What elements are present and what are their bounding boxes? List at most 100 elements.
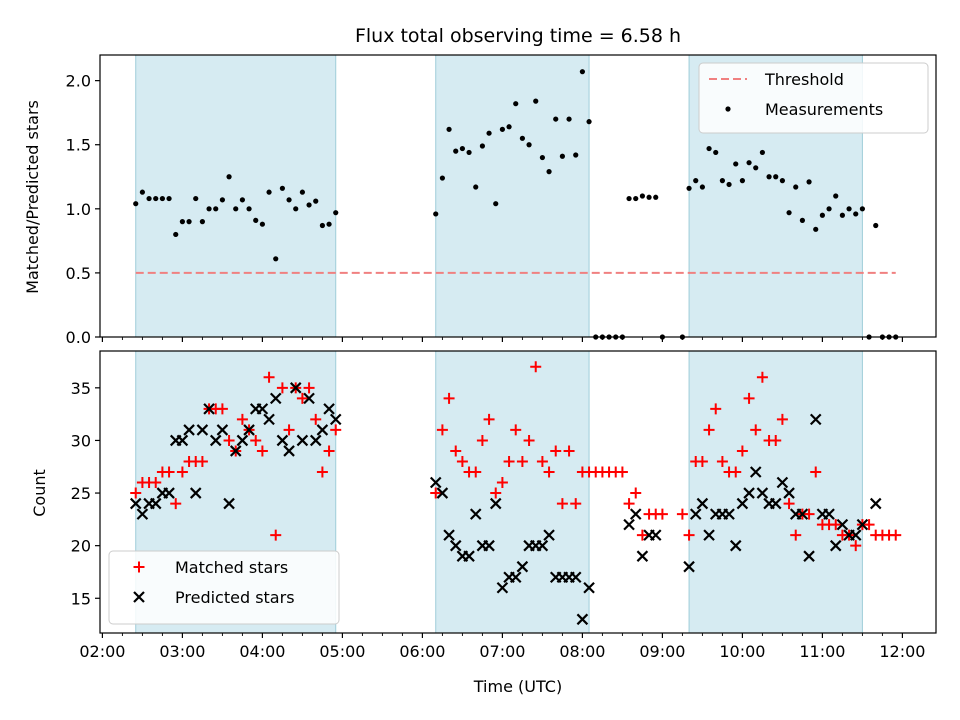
measurement-point	[773, 174, 779, 180]
matched-star-marker	[783, 498, 795, 510]
predicted-star-marker	[783, 487, 795, 499]
predicted-star-marker	[303, 392, 315, 405]
matched-star-marker	[716, 455, 728, 467]
measurement-point	[213, 206, 219, 212]
matched-star-marker	[790, 529, 802, 541]
measurement-point	[313, 198, 319, 204]
matched-star-marker	[276, 382, 288, 394]
predicted-star-marker	[203, 403, 215, 415]
predicted-star-marker	[743, 487, 755, 499]
predicted-star-marker	[856, 518, 869, 531]
measurement-point	[186, 219, 192, 225]
matched-star-marker	[310, 413, 322, 425]
observing-window	[435, 54, 590, 338]
ratio-panel: 0.0 0.5 1.0 1.5 2.0 Threshold Measurements	[66, 54, 937, 347]
predicted-star-marker	[289, 382, 302, 394]
measurement-point	[573, 152, 579, 158]
legend-label: Measurements	[765, 100, 883, 119]
legend: Matched stars Predicted stars	[108, 550, 340, 625]
legend-label: Matched stars	[175, 558, 288, 577]
predicted-star-marker	[636, 550, 649, 562]
predicted-star-marker	[723, 508, 735, 520]
predicted-star-marker	[703, 529, 715, 541]
matched-star-marker	[223, 434, 235, 446]
x-tick-label: 07:00	[479, 642, 525, 661]
measurement-point	[259, 221, 265, 227]
predicted-star-marker	[309, 434, 322, 447]
predicted-star-marker	[136, 508, 149, 520]
measurement-point	[499, 126, 505, 132]
matched-star-marker	[256, 445, 268, 457]
measurement-point	[439, 175, 445, 181]
matched-star-marker	[523, 434, 535, 446]
predicted-star-marker	[329, 413, 342, 426]
predicted-star-marker	[176, 434, 189, 447]
matched-star-marker	[236, 413, 248, 425]
measurement-point	[799, 217, 806, 223]
predicted-star-marker	[276, 434, 289, 447]
measurement-point	[219, 197, 225, 203]
measurement-point	[719, 178, 726, 184]
predicted-star-marker	[796, 508, 809, 520]
measurement-point	[159, 195, 165, 202]
predicted-star-marker	[443, 529, 455, 541]
measurement-point	[793, 184, 799, 190]
matched-star-marker	[250, 434, 262, 446]
measurement-point	[859, 206, 866, 212]
measurement-point	[133, 201, 139, 207]
plot-frame	[99, 54, 937, 338]
matched-star-marker	[756, 371, 768, 383]
measurement-point	[873, 222, 879, 229]
predicted-star-marker	[496, 581, 509, 594]
matched-star-marker	[810, 466, 822, 478]
measurement-point	[199, 219, 205, 225]
x-tick-label: 12:00	[879, 642, 925, 661]
predicted-star-marker	[216, 424, 229, 436]
matched-star-marker	[430, 487, 442, 499]
predicted-star-marker	[623, 518, 635, 531]
measurement-point	[546, 169, 552, 175]
measurement-point	[153, 195, 159, 202]
predicted-star-marker	[849, 529, 862, 541]
measurement-point	[206, 206, 212, 212]
x-tick-label: 08:00	[559, 642, 605, 661]
matched-star-marker	[770, 434, 782, 446]
measurement-point	[733, 161, 739, 167]
predicted-star-marker	[229, 445, 242, 457]
x-tick-label: 10:00	[719, 642, 765, 661]
matched-star-marker	[130, 487, 142, 499]
measurement-point	[433, 211, 439, 217]
matched-star-marker	[283, 424, 295, 436]
predicted-star-marker	[769, 497, 782, 510]
measurement-point	[833, 193, 839, 199]
predicted-star-marker	[283, 445, 295, 457]
legend-measurement-swatch	[725, 106, 731, 112]
matched-star-marker	[743, 392, 755, 404]
x-tick-label: 11:00	[799, 642, 845, 661]
predicted-star-marker	[569, 571, 582, 584]
y-tick-label: 0.5	[66, 264, 91, 283]
measurement-point	[459, 145, 465, 152]
legend-box	[108, 550, 340, 625]
predicted-star-marker	[756, 487, 769, 499]
matched-star-marker	[890, 529, 902, 541]
measurement-point	[306, 202, 312, 208]
predicted-star-marker	[256, 403, 269, 415]
measurement-point	[473, 184, 479, 190]
measurement-point	[246, 206, 252, 212]
matched-star-marker	[683, 529, 695, 541]
measurement-point	[579, 69, 586, 75]
predicted-star-marker	[509, 571, 522, 584]
matched-star-marker	[636, 529, 648, 541]
measurement-point	[806, 179, 812, 185]
predicted-star-marker	[543, 529, 555, 541]
measurement-point	[839, 212, 846, 218]
matched-star-marker	[150, 477, 162, 489]
matched-star-marker	[490, 487, 502, 499]
measurement-point	[766, 174, 772, 180]
matched-star-marker	[216, 403, 228, 415]
y-tick-label: 15	[71, 589, 91, 608]
measurement-point	[739, 178, 746, 184]
measurement-point	[726, 181, 732, 188]
matched-star-marker	[850, 540, 862, 552]
